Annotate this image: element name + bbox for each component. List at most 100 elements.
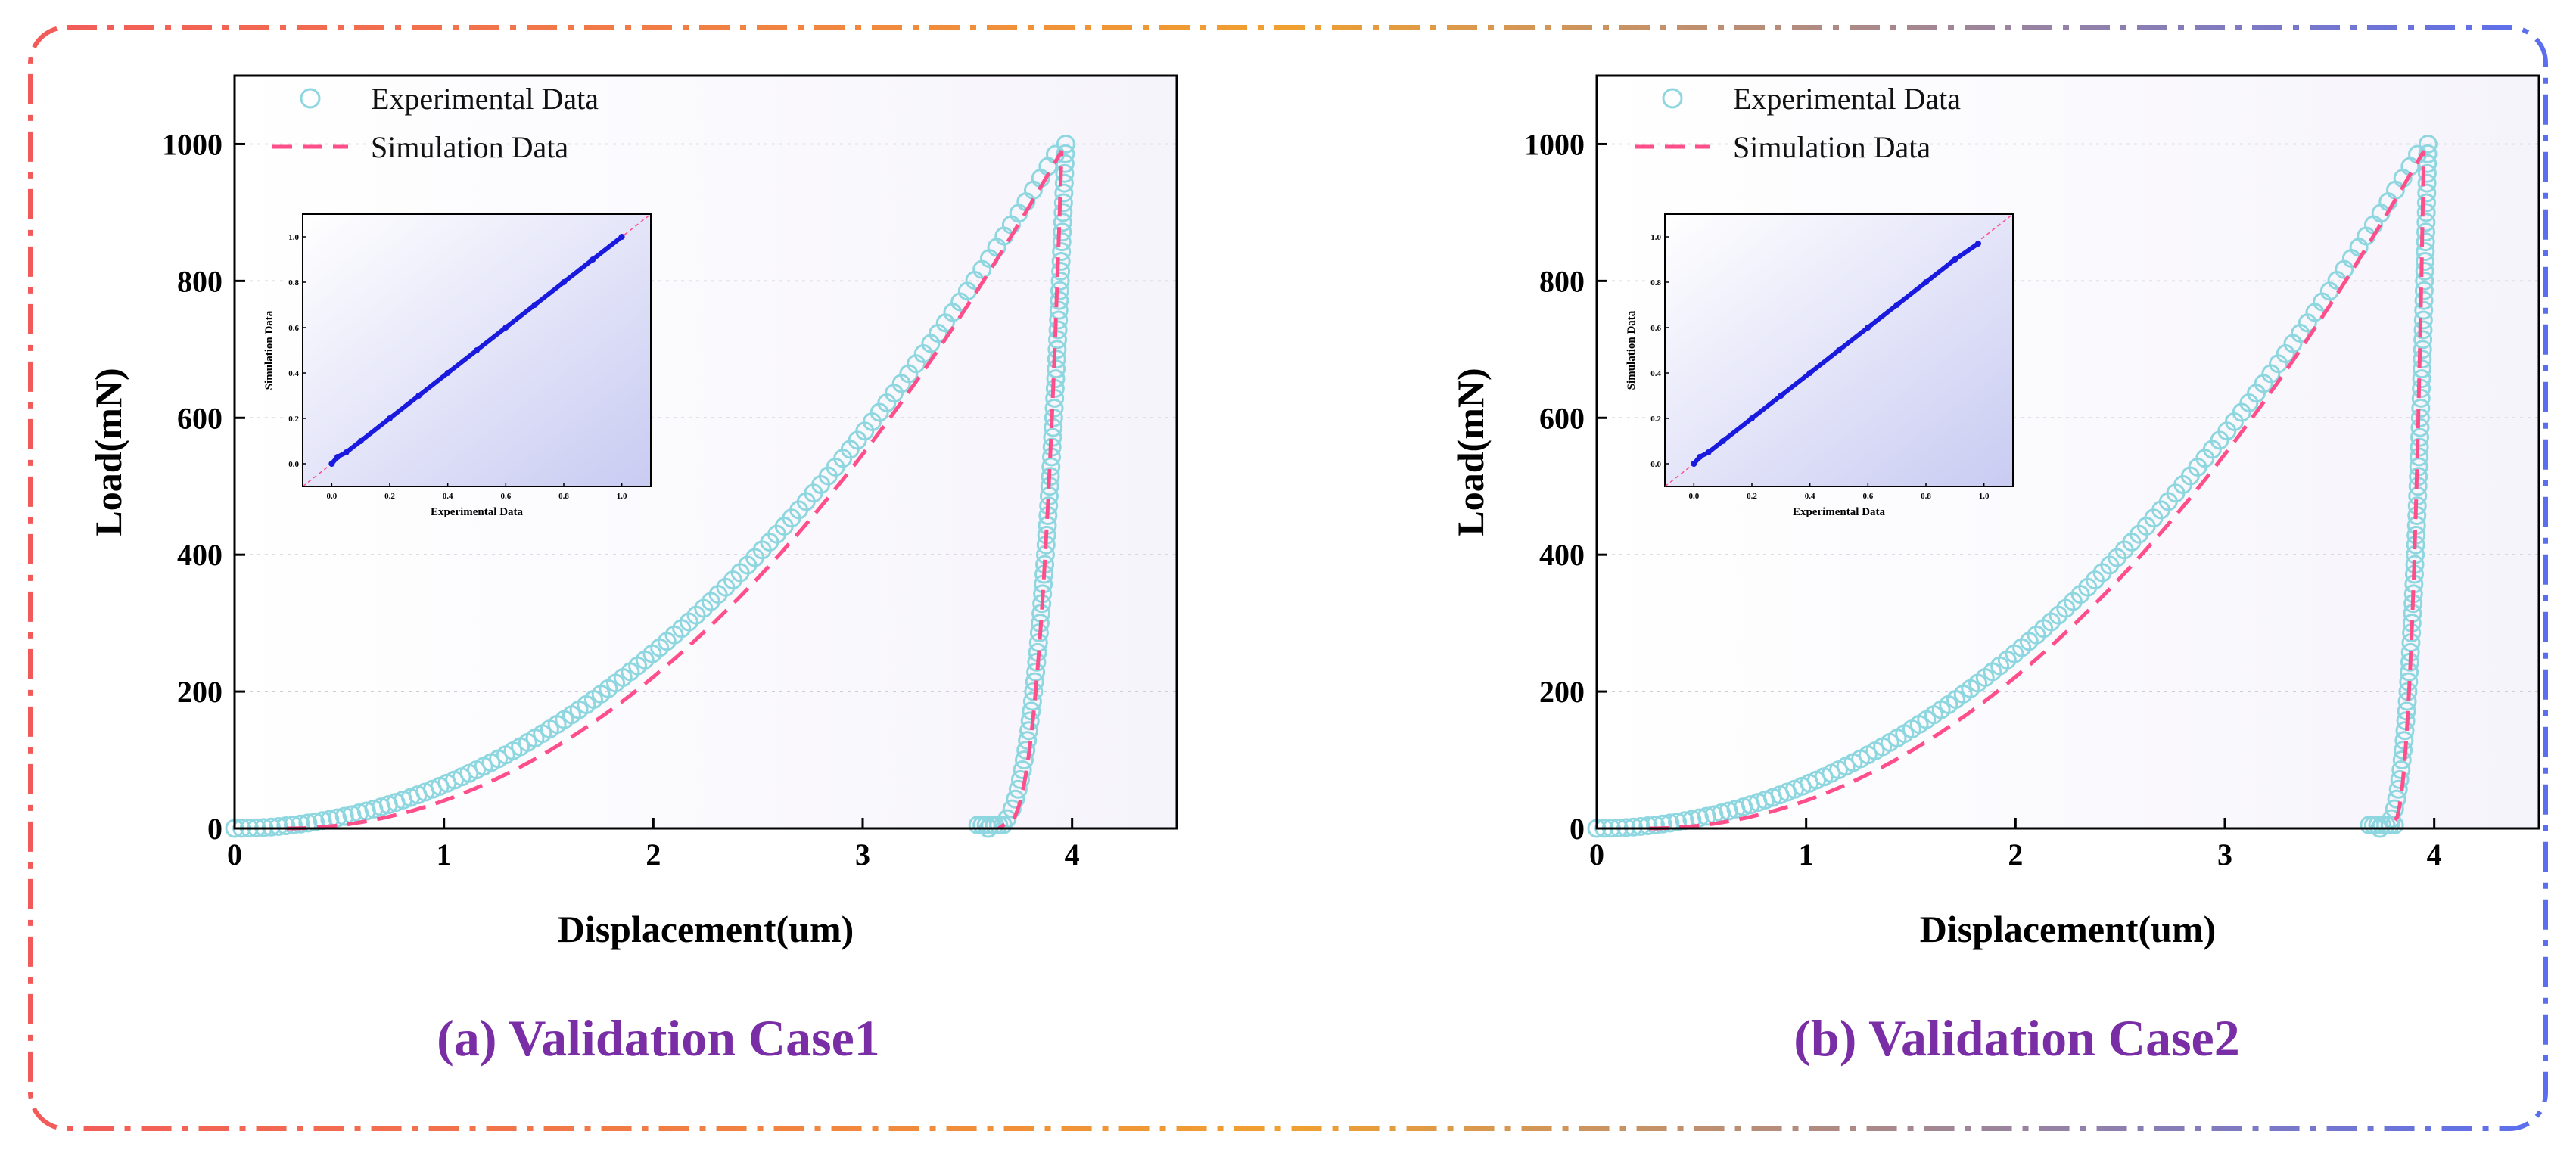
data-point <box>1050 271 1070 291</box>
data-point <box>2413 330 2433 350</box>
legend-marker-experimental <box>1662 88 1683 109</box>
data-point <box>2415 271 2434 291</box>
data-point <box>1047 350 1066 369</box>
x-tick-label: 1 <box>1799 837 1814 872</box>
inset-y-tick-label: 0.2 <box>1650 415 1661 424</box>
data-point <box>2414 281 2434 300</box>
data-point <box>1051 252 1071 272</box>
data-point <box>2410 408 2430 427</box>
data-point <box>1660 813 1680 833</box>
data-point <box>1044 398 1064 418</box>
data-point <box>2412 379 2431 399</box>
inset-y-tick-label: 1.0 <box>288 233 299 242</box>
inset-y-tick-label: 1.0 <box>1650 233 1661 242</box>
inset-point <box>1719 438 1726 444</box>
data-point <box>2391 760 2411 779</box>
data-point <box>2416 193 2436 213</box>
y-tick-label: 1000 <box>162 127 222 161</box>
data-point <box>2416 203 2436 222</box>
data-point <box>2417 163 2437 183</box>
inset-y-tick-label: 0.0 <box>1650 460 1661 469</box>
inset-chart: 0.0 0.0 0.2 0.2 0.4 0.4 0.6 0.6 0.8 0.8 1.0 1.0 Expe… <box>263 213 652 518</box>
data-point <box>1053 203 1073 222</box>
y-tick-label: 800 <box>1539 264 1585 298</box>
x-tick-label: 2 <box>2008 837 2023 872</box>
inset-point <box>1952 256 1958 263</box>
inset-x-tick-label: 1.0 <box>1979 492 1990 501</box>
data-point <box>2410 427 2430 447</box>
data-point <box>2417 183 2437 203</box>
legend-label-simulation: Simulation Data <box>1733 130 1930 164</box>
data-point <box>1623 817 1643 837</box>
data-point <box>2411 388 2431 408</box>
inset-point <box>561 279 567 285</box>
data-point <box>1052 232 1072 252</box>
data-point <box>1690 808 1710 828</box>
inset-y-axis-label: Simulation Data <box>1626 310 1638 390</box>
x-axis-label: Displacement(um) <box>558 908 854 950</box>
data-point <box>261 817 281 837</box>
data-point <box>1048 330 1068 350</box>
inset-x-tick-label: 0.4 <box>1805 492 1815 501</box>
x-tick-label: 4 <box>1065 837 1080 872</box>
inset-x-tick-label: 0.2 <box>1747 492 1757 501</box>
y-tick-label: 400 <box>177 538 222 572</box>
inset-y-tick-label: 0.2 <box>288 415 299 424</box>
inset-x-tick-label: 0.4 <box>443 492 453 501</box>
inset-y-tick-label: 0.6 <box>288 324 299 333</box>
data-point <box>2410 437 2429 457</box>
panel-caption: (b) Validation Case2 <box>1794 1009 2239 1067</box>
data-point <box>334 806 354 826</box>
series-simulation <box>1649 150 2426 831</box>
x-axis-label: Displacement(um) <box>1920 908 2217 950</box>
data-point <box>1015 750 1034 770</box>
data-point <box>1053 222 1072 242</box>
legend-label-experimental: Experimental Data <box>1733 82 1961 116</box>
y-tick-label: 200 <box>1539 675 1585 709</box>
panel-caption: (a) Validation Case1 <box>437 1009 880 1067</box>
data-point <box>1050 291 1069 310</box>
data-point <box>2416 232 2435 252</box>
y-tick-label: 600 <box>177 401 222 435</box>
x-tick-label: 1 <box>437 837 452 872</box>
inset-point <box>590 256 596 263</box>
inset-point <box>1691 461 1697 467</box>
inset-point <box>502 325 509 331</box>
axes-frame <box>1595 74 2540 830</box>
inset-y-tick-label: 0.8 <box>1650 278 1661 287</box>
y-tick-label: 400 <box>1539 538 1585 572</box>
data-point <box>1668 812 1688 831</box>
data-point <box>1013 760 1032 779</box>
data-point <box>2417 173 2437 193</box>
inset-x-tick-label: 1.0 <box>617 492 627 501</box>
data-point <box>283 815 303 834</box>
data-point <box>1053 213 1072 232</box>
data-point <box>2418 144 2438 163</box>
data-point <box>328 808 347 828</box>
inset-x-axis-label: Experimental Data <box>431 506 524 518</box>
x-tick-label: 2 <box>646 837 661 872</box>
inset-point <box>1749 415 1755 421</box>
data-point <box>1053 193 1073 213</box>
inset-point <box>531 302 538 308</box>
data-point <box>2416 213 2436 232</box>
data-point <box>2416 252 2435 272</box>
panel-a: 0 1 2 3 4 0 200 400 600 800 1000 Displacement(um) Lo… <box>87 74 1178 1067</box>
data-point <box>2414 291 2434 310</box>
inset-x-tick-label: 0.8 <box>558 492 569 501</box>
data-point <box>2416 242 2435 262</box>
data-point <box>2416 222 2436 242</box>
inset-y-tick-label: 0.4 <box>1650 369 1661 378</box>
inset-x-tick-label: 0.0 <box>1688 492 1699 501</box>
data-point <box>1010 769 1030 789</box>
data-point <box>1002 799 1022 819</box>
legend-marker-experimental <box>300 88 321 109</box>
inset-point <box>1923 279 1929 285</box>
inset-y-tick-label: 0.0 <box>288 460 299 469</box>
data-point <box>1054 183 1074 203</box>
inset-y-tick-label: 0.6 <box>1650 324 1661 333</box>
y-axis-label: Load(mN) <box>87 368 129 536</box>
x-tick-label: 3 <box>2217 837 2232 872</box>
outer-frame <box>28 25 2548 1131</box>
